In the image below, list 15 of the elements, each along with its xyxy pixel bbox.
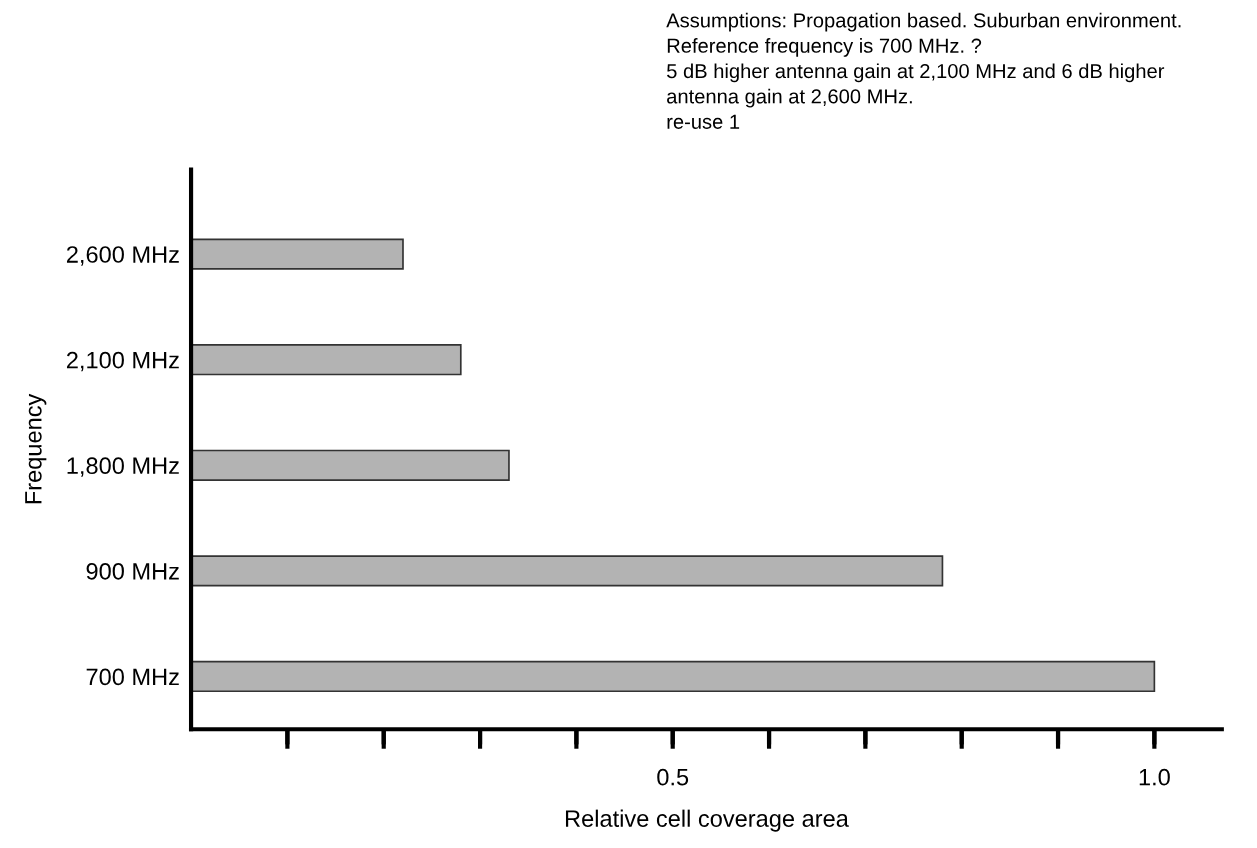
y-tick-label: 900 MHz	[86, 562, 179, 580]
text: Assumptions: Propagation based. Suburban environment. Reference frequency is 700 MHz. ? 5 dB higher antenna gain at 2,100 MHz and 6 dB higher antenna gain at 2,600 MHz. re-use 1	[666, 12, 1181, 129]
bar	[191, 555, 944, 587]
y-tick-label: 2,100 MHz	[66, 351, 179, 372]
bar	[191, 238, 404, 270]
y-tick-label: 2,600 MHz	[66, 246, 179, 266]
bar	[191, 344, 462, 376]
y-axis-title: Frequency	[25, 393, 47, 504]
x-tick-label: 0.5	[657, 768, 689, 786]
bar	[191, 660, 1156, 693]
x-axis-title: Relative cell coverage area	[565, 809, 849, 832]
x-tick-label: 1.0	[1139, 768, 1170, 786]
y-tick-label: 1,800 MHz	[67, 457, 179, 477]
bar	[191, 449, 510, 481]
y-tick-label: 700 MHz	[86, 668, 179, 686]
